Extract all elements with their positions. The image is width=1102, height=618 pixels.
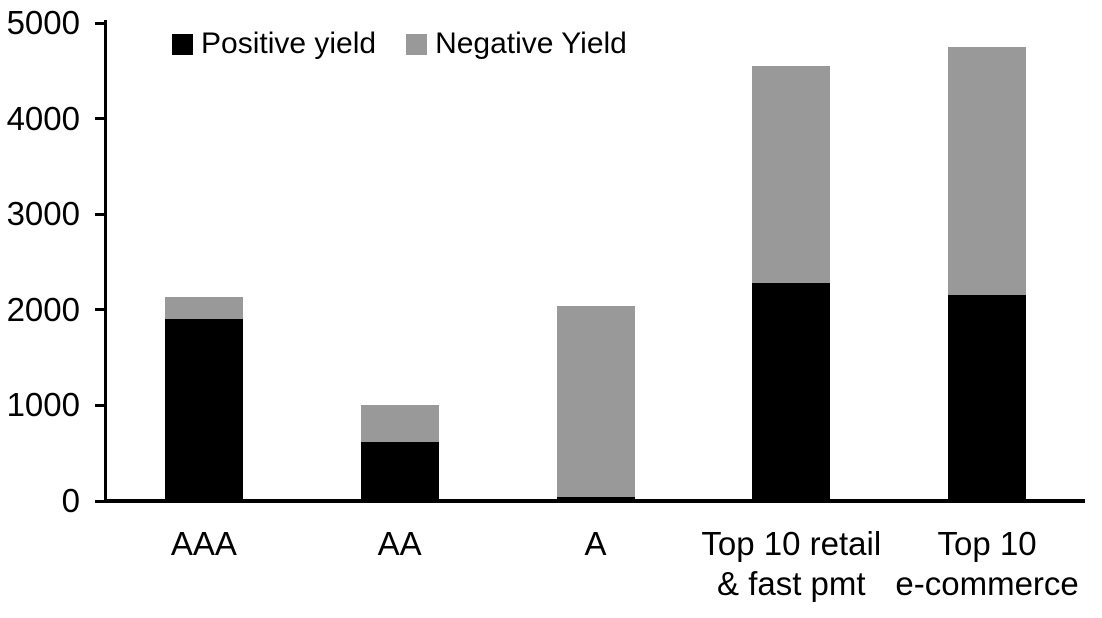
x-axis-label-top-10-e-commerce: Top 10 e-commerce	[895, 525, 1079, 602]
y-axis-tick	[95, 21, 106, 25]
negative-yield-swatch-icon	[406, 33, 428, 55]
chart-legend: Positive yield Negative Yield	[172, 29, 627, 59]
positive-yield-swatch-icon	[172, 33, 193, 55]
y-axis-tick	[95, 403, 106, 407]
legend-label-positive-yield: Positive yield	[201, 27, 377, 60]
y-tick-label: 4000	[6, 99, 80, 137]
x-axis-line	[104, 499, 1085, 503]
bar-aaa-positive-segment	[164, 319, 243, 501]
bar-aa-negative-segment	[360, 405, 439, 442]
bar-top-10-retail-fast-pmt-negative-segment	[752, 66, 831, 284]
bar-aaa-negative-segment	[164, 297, 243, 320]
x-axis-label-a: A	[584, 525, 607, 562]
x-axis-label-aaa: AAA	[170, 525, 237, 562]
bar-top-10-e-commerce-positive-segment	[948, 295, 1027, 501]
legend-item-negative-yield: Negative Yield	[406, 29, 627, 59]
y-tick-label: 5000	[6, 4, 80, 41]
bar-aa-positive-segment	[360, 441, 439, 501]
y-tick-label: 3000	[6, 195, 80, 233]
y-axis-tick	[95, 308, 106, 312]
y-axis-tick	[95, 117, 106, 121]
x-axis-label-aa: AA	[377, 525, 422, 562]
y-tick-label: 0	[61, 482, 80, 519]
x-axis-label-top-10-retail-fast-pmt: Top 10 retail & fast pmt	[701, 525, 882, 602]
legend-item-positive-yield: Positive yield	[172, 29, 376, 59]
y-axis-line	[104, 20, 107, 503]
y-tick-label: 2000	[6, 290, 80, 328]
bar-a-negative-segment	[556, 305, 635, 498]
legend-label-negative-yield: Negative Yield	[435, 27, 627, 60]
y-axis-tick	[95, 212, 106, 216]
y-axis-tick	[95, 499, 106, 503]
y-tick-label: 1000	[6, 386, 80, 424]
bar-top-10-e-commerce-negative-segment	[948, 46, 1027, 296]
bar-top-10-retail-fast-pmt-positive-segment	[752, 283, 831, 501]
